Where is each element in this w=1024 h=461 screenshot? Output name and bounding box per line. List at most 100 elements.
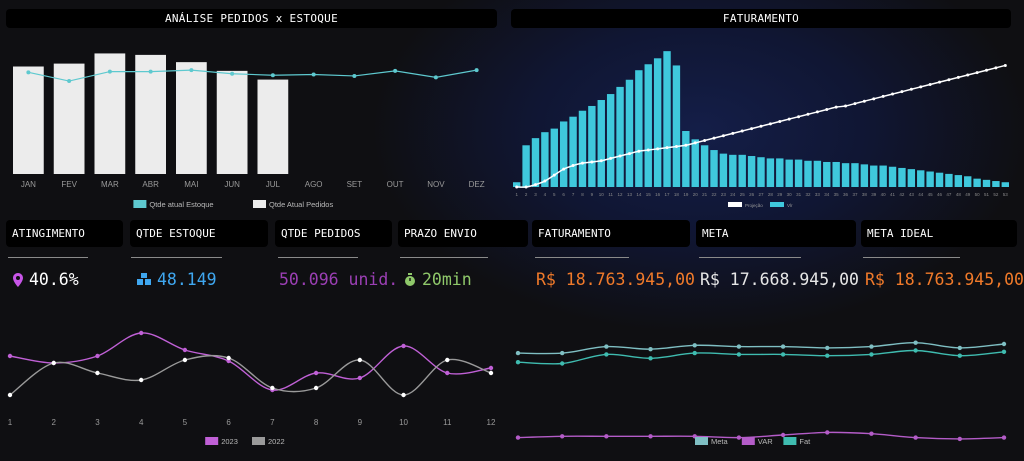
point-projecao bbox=[834, 105, 838, 109]
point-VAR bbox=[869, 431, 874, 436]
point-Fat bbox=[648, 356, 653, 361]
bar-faturamento bbox=[606, 94, 615, 187]
point-projecao bbox=[552, 173, 556, 177]
tick-label: 6 bbox=[562, 192, 565, 197]
point-projecao bbox=[900, 90, 904, 94]
bar-faturamento bbox=[550, 128, 558, 187]
tick-label: 12 bbox=[618, 192, 624, 197]
point-2023 bbox=[7, 353, 13, 359]
bar-faturamento bbox=[597, 100, 605, 187]
legend-swatch bbox=[783, 437, 797, 445]
legend-label: Meta bbox=[711, 437, 729, 446]
legend-swatch bbox=[741, 437, 755, 445]
point-projecao bbox=[994, 66, 998, 70]
point-Fat bbox=[692, 350, 697, 356]
bar-faturamento bbox=[888, 166, 897, 187]
tick-label: 51 bbox=[984, 192, 990, 197]
point-Meta bbox=[869, 344, 874, 349]
bar-faturamento bbox=[738, 154, 746, 187]
point-projecao bbox=[919, 85, 923, 89]
bar-faturamento bbox=[663, 51, 671, 188]
tick-label: 5 bbox=[183, 418, 188, 427]
bar-faturamento bbox=[832, 161, 840, 187]
kpi-estoque-value: 48.149 bbox=[157, 270, 217, 289]
point-projecao bbox=[825, 108, 829, 112]
point-projecao bbox=[891, 92, 895, 96]
kpi-atingimento-value-row: 40.6% bbox=[13, 270, 79, 289]
point-Meta bbox=[913, 340, 918, 345]
point-projecao bbox=[938, 80, 942, 84]
line-estoque bbox=[28, 69, 477, 82]
point-projecao bbox=[515, 185, 519, 189]
point-projecao bbox=[599, 159, 603, 163]
line-VAR bbox=[517, 431, 1005, 440]
bar-faturamento bbox=[625, 79, 634, 187]
tick-label: 23 bbox=[721, 192, 727, 197]
tick-label: 6 bbox=[226, 418, 231, 427]
tick-label: 3 bbox=[95, 418, 100, 427]
kpi-pedidos-value: 50.096 unid. bbox=[279, 270, 399, 289]
bar-faturamento bbox=[841, 163, 850, 187]
bar-pedidos bbox=[135, 54, 166, 174]
point-Meta bbox=[515, 350, 521, 356]
tick-label: 10 bbox=[599, 192, 605, 197]
point-projecao bbox=[844, 104, 848, 108]
point-projecao bbox=[580, 161, 584, 165]
point-estoque bbox=[67, 79, 72, 84]
point-2022 bbox=[182, 357, 188, 363]
point-2023 bbox=[95, 353, 100, 359]
point-projecao bbox=[665, 146, 669, 150]
point-projecao bbox=[562, 167, 566, 171]
point-2022 bbox=[138, 377, 144, 383]
tick-label: 8 bbox=[581, 192, 584, 197]
point-projecao bbox=[703, 139, 707, 143]
point-projecao bbox=[618, 154, 622, 158]
faturamento-chart: 1 2 3 4 5 6 7 8 9 10 11 12 13 14 15 16 17 18 19 20 21 22 23 24 2… bbox=[513, 51, 1009, 208]
point-projecao bbox=[947, 78, 951, 82]
tick-label: 27 bbox=[758, 192, 764, 197]
tick-label: 39 bbox=[871, 192, 877, 197]
point-estoque bbox=[230, 71, 235, 76]
bar-faturamento bbox=[616, 86, 624, 187]
legend-swatch bbox=[695, 437, 708, 445]
point-Fat bbox=[780, 352, 786, 357]
point-VAR bbox=[825, 430, 830, 435]
point-projecao bbox=[956, 75, 960, 79]
bar-faturamento bbox=[682, 130, 690, 187]
point-projecao bbox=[759, 124, 763, 128]
bar-faturamento bbox=[578, 110, 587, 187]
bar-faturamento bbox=[729, 154, 737, 187]
kpi-divider bbox=[131, 257, 222, 258]
point-projecao bbox=[787, 117, 791, 121]
bar-faturamento bbox=[719, 153, 728, 187]
point-VAR bbox=[736, 435, 742, 440]
legend-swatch bbox=[728, 202, 742, 207]
tick-label: 35 bbox=[834, 192, 840, 197]
point-estoque bbox=[148, 69, 153, 74]
point-2023 bbox=[182, 347, 188, 353]
bar-faturamento bbox=[851, 163, 859, 187]
point-VAR bbox=[1001, 435, 1007, 440]
bar-faturamento bbox=[569, 116, 577, 187]
kpi-divider bbox=[699, 257, 801, 258]
kpi-atingimento-label: ATINGIMENTO bbox=[6, 220, 123, 247]
tick-label: 16 bbox=[655, 192, 661, 197]
bar-faturamento bbox=[747, 156, 756, 187]
kpi-prazo-label: PRAZO ENVIO bbox=[398, 220, 528, 247]
bar-faturamento bbox=[522, 145, 530, 187]
point-projecao bbox=[928, 83, 932, 87]
point-Fat bbox=[1001, 349, 1007, 354]
kpi-faturamento-value-row: R$ 18.763.945,00 bbox=[536, 270, 695, 289]
tick-label: JUL bbox=[266, 180, 281, 189]
meta-var-fat-chart: Meta VAR Fat bbox=[515, 340, 1007, 446]
stopwatch-icon bbox=[405, 272, 415, 286]
tick-label: 8 bbox=[314, 418, 319, 427]
point-projecao bbox=[862, 99, 866, 103]
tick-label: 1 bbox=[515, 192, 518, 197]
point-2022 bbox=[488, 370, 494, 376]
tick-label: 20 bbox=[693, 192, 699, 197]
tick-label: 49 bbox=[965, 192, 971, 197]
map-pin-icon bbox=[13, 272, 23, 287]
point-projecao bbox=[524, 185, 528, 189]
bar-faturamento bbox=[700, 145, 709, 187]
